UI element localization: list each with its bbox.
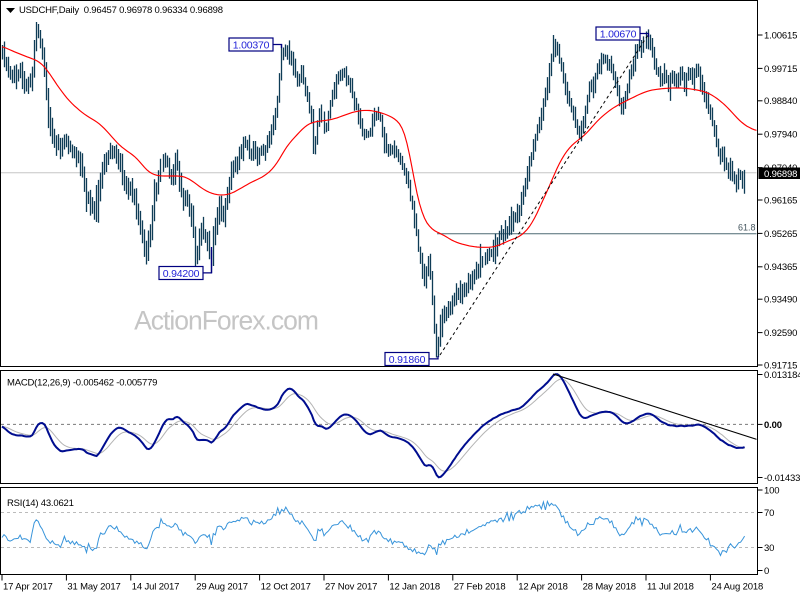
svg-text:0.93490: 0.93490 [764,295,797,306]
svg-text:ActionForex.com: ActionForex.com [134,306,318,336]
svg-text:0.96165: 0.96165 [764,195,797,206]
svg-text:1.00670: 1.00670 [600,29,637,41]
svg-text:29 Aug 2017: 29 Aug 2017 [196,582,248,593]
svg-text:USDCHF,Daily 0.96457 0.96978: USDCHF,Daily 0.96457 0.96978 0.96334 0.9… [19,5,223,16]
svg-text:24 Aug 2018: 24 Aug 2018 [711,582,763,593]
svg-text:RSI(14) 43.0621: RSI(14) 43.0621 [7,498,74,509]
svg-text:1.00370: 1.00370 [233,40,270,52]
svg-text:0.00: 0.00 [764,420,782,431]
svg-text:0.91860: 0.91860 [389,354,426,366]
svg-text:0.99715: 0.99715 [764,64,797,75]
svg-text:27 Feb 2018: 27 Feb 2018 [454,582,506,593]
svg-text:17 Apr 2017: 17 Apr 2017 [3,582,53,593]
svg-text:12 Jan 2018: 12 Jan 2018 [389,582,440,593]
svg-text:30: 30 [764,543,774,554]
svg-text:0.94365: 0.94365 [764,262,797,273]
svg-text:0.96898: 0.96898 [764,169,797,180]
svg-text:0.91715: 0.91715 [764,360,797,371]
svg-text:100: 100 [764,485,779,496]
svg-text:31 May 2017: 31 May 2017 [67,582,120,593]
svg-text:0.97940: 0.97940 [764,130,797,141]
svg-text:0.92590: 0.92590 [764,328,797,339]
svg-text:27 Nov 2017: 27 Nov 2017 [325,582,377,593]
svg-text:14 Jul 2017: 14 Jul 2017 [132,582,179,593]
svg-text:0.98840: 0.98840 [764,96,797,107]
svg-text:12 Oct 2017: 12 Oct 2017 [261,582,311,593]
svg-text:12 Apr 2018: 12 Apr 2018 [518,582,568,593]
svg-text:28 May 2018: 28 May 2018 [583,582,636,593]
svg-text:MACD(12,26,9) -0.005462 -0.005: MACD(12,26,9) -0.005462 -0.005779 [7,378,157,389]
svg-text:-0.014339: -0.014339 [764,473,800,484]
svg-text:0.95265: 0.95265 [764,229,797,240]
svg-text:1.00615: 1.00615 [764,30,797,41]
svg-text:11 Jul 2018: 11 Jul 2018 [647,582,694,593]
svg-text:0.013184: 0.013184 [764,370,800,381]
svg-text:61.8: 61.8 [738,223,756,233]
svg-text:0.94200: 0.94200 [163,268,200,280]
svg-text:70: 70 [764,508,774,519]
svg-text:0: 0 [764,566,769,577]
